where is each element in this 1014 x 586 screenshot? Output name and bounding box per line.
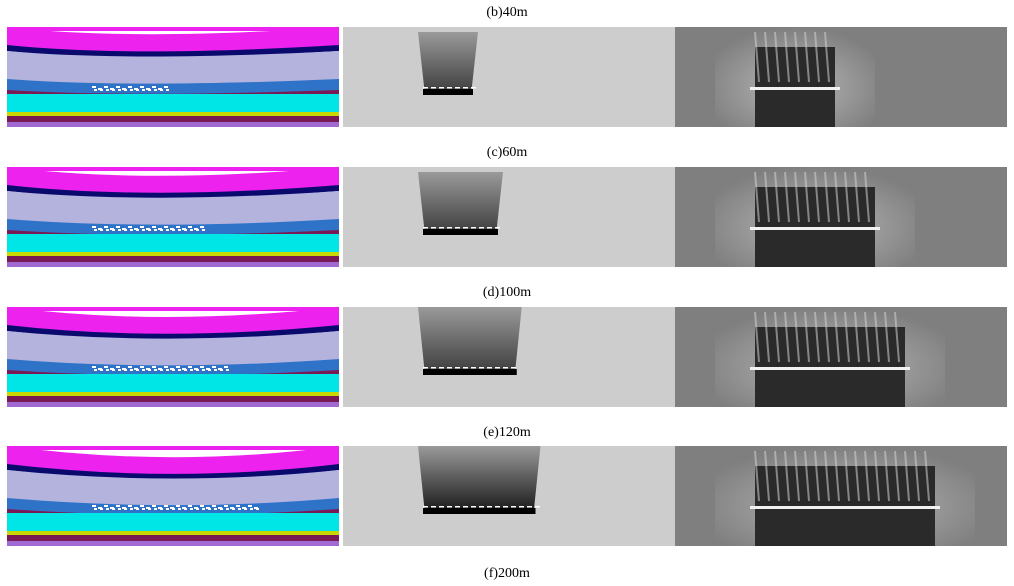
goaf-edge-line — [750, 227, 880, 230]
strata-svg — [7, 307, 339, 407]
goaf-line — [423, 89, 473, 95]
stress-svg — [675, 27, 1007, 127]
stress-streaks — [754, 450, 930, 502]
stratum-layer — [7, 535, 339, 541]
displacement-svg — [343, 307, 675, 407]
stress-svg — [675, 446, 1007, 546]
stress-streaks — [754, 31, 830, 83]
stratum-layer — [7, 470, 339, 509]
stratum-layer — [7, 513, 339, 531]
stratum-layer — [7, 531, 339, 535]
stress-svg — [675, 307, 1007, 407]
displacement-panel-3 — [343, 307, 675, 407]
stratum-layer — [7, 219, 339, 237]
stratum-layer — [7, 122, 339, 127]
displacement-panel-1 — [343, 27, 675, 127]
strata-panel-4 — [7, 446, 339, 546]
stratum-layer — [7, 191, 339, 228]
caption-f: (f)200m — [484, 566, 530, 581]
subsidence-zone — [418, 446, 541, 514]
caption-c: (c)60m — [486, 145, 528, 160]
stratum-layer — [7, 392, 339, 396]
subsidence-zone — [418, 172, 503, 235]
stratum-layer — [7, 541, 339, 546]
stress-panel-1 — [675, 27, 1007, 127]
stratum-layer — [7, 252, 339, 256]
stratum-layer — [7, 307, 339, 337]
stratum-layer — [7, 396, 339, 402]
caption-d: (d)100m — [482, 285, 532, 300]
stratum-layer — [7, 464, 339, 480]
goaf-line — [423, 229, 498, 235]
caption-b: (b)40m — [486, 5, 528, 20]
stratum-layer — [7, 45, 339, 58]
strata-svg — [7, 446, 339, 546]
goaf-edge-line — [750, 367, 910, 370]
stress-panel-2 — [675, 167, 1007, 267]
stratum-layer — [7, 27, 339, 55]
stratum-layer — [7, 325, 339, 340]
displacement-svg — [343, 27, 675, 127]
strata-svg — [7, 27, 339, 127]
stratum-layer — [7, 256, 339, 262]
stratum-layer — [7, 234, 339, 252]
stratum-layer — [7, 94, 339, 112]
goaf-edge-line — [750, 506, 940, 509]
stratum-layer — [7, 167, 339, 196]
stress-streaks — [754, 171, 870, 223]
stratum-layer — [7, 402, 339, 407]
goaf-fractures — [92, 226, 205, 231]
stratum-layer — [7, 116, 339, 122]
displacement-svg — [343, 446, 675, 546]
stratum-layer — [7, 112, 339, 116]
strata-panel-3 — [7, 307, 339, 407]
stress-svg — [675, 167, 1007, 267]
stress-streaks — [754, 311, 900, 363]
goaf-fractures — [92, 366, 229, 371]
stratum-layer — [7, 79, 339, 96]
stress-panel-4 — [675, 446, 1007, 546]
stratum-layer — [7, 374, 339, 392]
displacement-panel-2 — [343, 167, 675, 267]
goaf-edge-line — [750, 87, 840, 90]
displacement-svg — [343, 167, 675, 267]
stratum-layer — [7, 446, 339, 478]
subsidence-zone — [418, 307, 522, 375]
strata-svg — [7, 167, 339, 267]
stratum-layer — [7, 331, 339, 369]
stress-panel-3 — [675, 307, 1007, 407]
stratum-layer — [7, 262, 339, 267]
goaf-fractures — [92, 505, 259, 510]
stratum-layer — [7, 185, 339, 199]
goaf-line — [423, 369, 517, 375]
goaf-line — [423, 508, 536, 514]
stratum-layer — [7, 51, 339, 87]
subsidence-zone — [418, 32, 478, 95]
goaf-fractures — [92, 86, 169, 91]
strata-panel-1 — [7, 27, 339, 127]
displacement-panel-4 — [343, 446, 675, 546]
strata-panel-2 — [7, 167, 339, 267]
caption-e: (e)120m — [483, 425, 531, 440]
